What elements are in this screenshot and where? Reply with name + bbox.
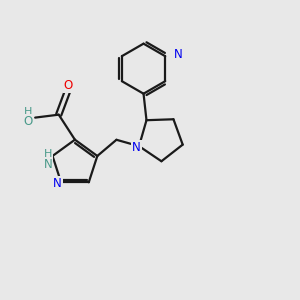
Text: N: N — [53, 177, 62, 190]
Text: O: O — [23, 115, 32, 128]
Text: H: H — [24, 107, 32, 117]
Text: N: N — [44, 158, 52, 171]
Text: O: O — [64, 79, 73, 92]
Text: N: N — [173, 48, 182, 61]
Text: N: N — [132, 141, 141, 154]
Text: H: H — [44, 149, 52, 160]
